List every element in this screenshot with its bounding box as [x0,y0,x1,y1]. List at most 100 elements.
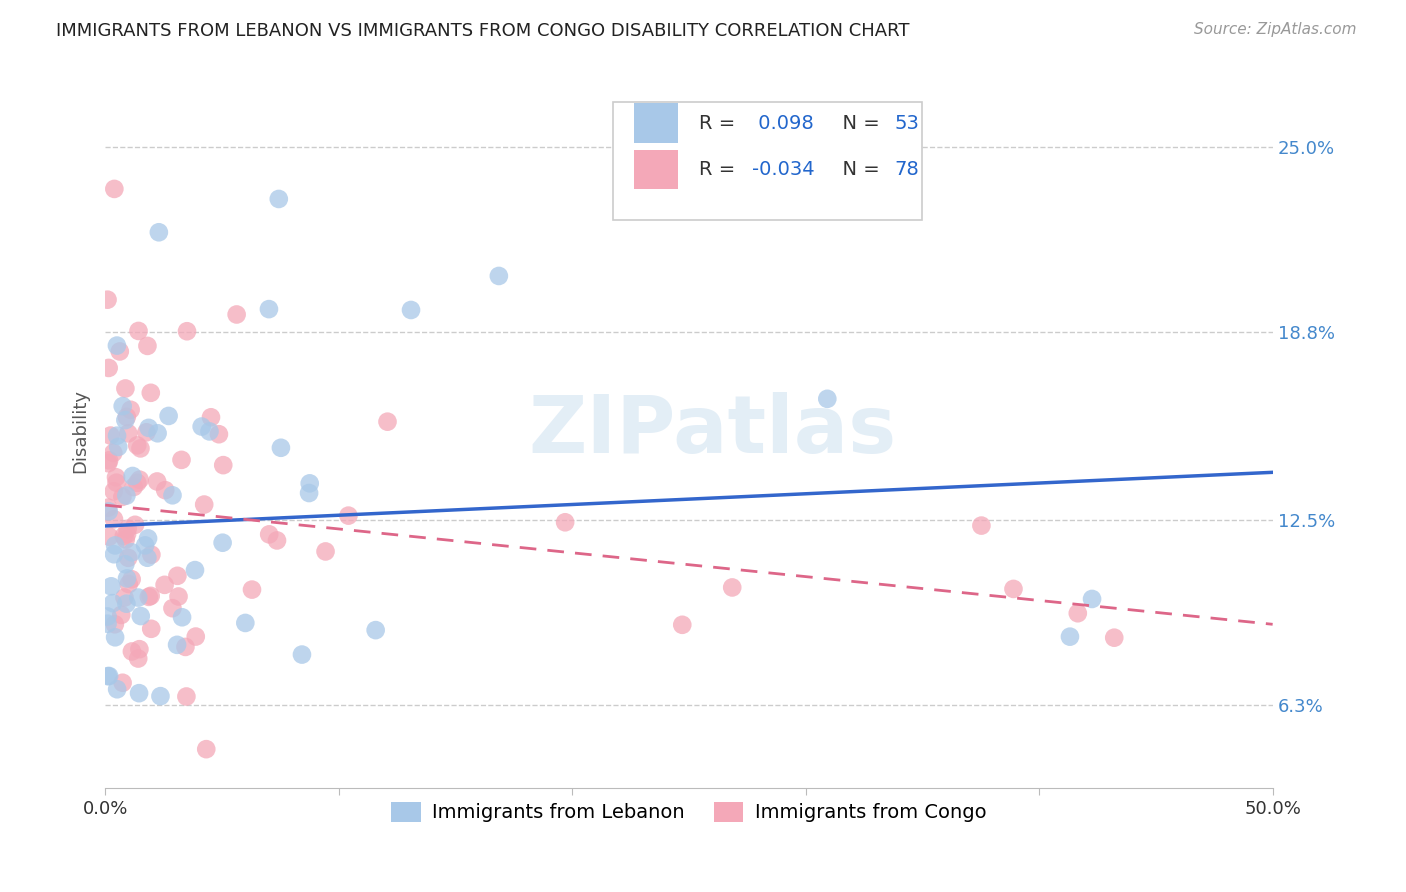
Point [122,480,145,494]
Point [104,630,127,644]
Point [364,623,387,637]
Point [117,426,139,441]
Point [127,651,149,665]
Point [128,642,150,657]
Point [103,446,125,460]
Point [100,428,122,442]
Point [103,547,125,561]
Point [120,402,142,417]
Point [105,338,128,352]
Point [141,622,163,636]
Point [1002,582,1025,596]
Point [103,182,125,196]
Point [554,516,576,530]
Point [195,742,218,756]
Point [139,385,162,400]
Point [111,675,134,690]
FancyBboxPatch shape [634,103,679,143]
Point [162,601,184,615]
Point [115,489,138,503]
Point [815,392,838,406]
Point [118,577,141,591]
Point [200,410,222,425]
Y-axis label: Disability: Disability [72,389,89,473]
Point [176,324,198,338]
Point [114,558,136,572]
Point [127,591,149,605]
Point [162,488,184,502]
Point [136,550,159,565]
Point [198,425,221,439]
FancyBboxPatch shape [613,102,922,219]
Point [97,456,120,470]
Point [114,591,136,605]
Point [121,572,143,586]
Point [96,616,118,631]
Point [170,610,193,624]
Text: N =: N = [830,160,886,179]
Point [117,550,139,565]
Point [399,303,422,318]
Point [170,453,193,467]
Point [212,458,235,472]
Point [211,535,233,549]
Point [174,640,197,654]
Text: IMMIGRANTS FROM LEBANON VS IMMIGRANTS FROM CONGO DISABILITY CORRELATION CHART: IMMIGRANTS FROM LEBANON VS IMMIGRANTS FR… [56,22,910,40]
Point [115,571,138,585]
Point [98,453,121,467]
Point [107,440,129,454]
Point [115,409,138,424]
Text: 0.098: 0.098 [752,113,814,133]
Point [146,475,169,489]
Text: 78: 78 [894,160,920,179]
Point [488,268,510,283]
Point [136,532,159,546]
Point [149,689,172,703]
Point [157,409,180,423]
Point [153,578,176,592]
Point [257,302,280,317]
Point [184,630,207,644]
FancyBboxPatch shape [634,150,679,189]
Point [266,533,288,548]
Text: ZIPatlas: ZIPatlas [529,392,897,469]
Point [97,669,120,683]
Point [97,500,120,515]
Point [128,324,150,338]
Point [1102,631,1125,645]
Text: -0.034: -0.034 [752,160,814,179]
Point [721,581,744,595]
Point [193,498,215,512]
Point [97,504,120,518]
Point [103,484,125,499]
Point [146,426,169,441]
Point [96,293,118,307]
Point [105,475,128,490]
Text: R =: R = [699,113,742,133]
Text: 53: 53 [894,113,920,133]
Point [166,569,188,583]
Point [190,419,212,434]
Point [121,545,143,559]
Point [127,438,149,452]
Point [134,538,156,552]
Point [103,512,125,526]
Point [100,579,122,593]
Point [148,225,170,239]
Point [153,483,176,498]
Point [270,441,292,455]
Point [105,428,128,442]
Point [104,617,127,632]
Point [114,533,136,547]
Point [184,563,207,577]
Point [1059,630,1081,644]
Point [129,442,152,456]
Point [167,590,190,604]
Point [129,609,152,624]
Point [111,399,134,413]
Point [111,818,134,832]
Point [267,192,290,206]
Point [1067,606,1090,620]
Point [98,530,121,544]
Point [208,427,231,442]
